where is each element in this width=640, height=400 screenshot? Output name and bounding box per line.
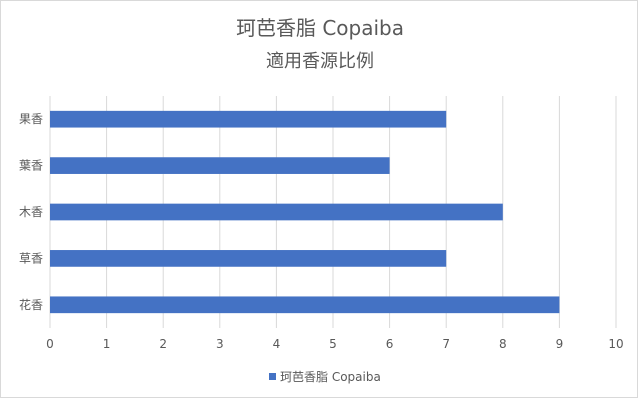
bar[interactable] [50,157,390,174]
category-label: 果香 [19,112,43,126]
legend-label: 珂芭香脂 Copaiba [280,369,381,384]
bar[interactable] [50,250,447,267]
bars [50,110,560,314]
x-tick-label: 1 [103,337,111,351]
category-label: 草香 [19,251,43,265]
chart-title: 珂芭香脂 Copaiba [236,16,404,40]
bar[interactable] [50,296,560,314]
x-tick-label: 6 [386,337,394,351]
x-tick-label: 2 [159,337,167,351]
x-tick-label: 7 [442,337,450,351]
category-label: 葉香 [19,159,43,173]
x-tick-label: 5 [329,337,337,351]
x-tick-label: 0 [46,337,54,351]
x-tick-label: 3 [216,337,224,351]
chart-subtitle: 適用香源比例 [266,51,374,72]
category-label: 花香 [19,297,43,312]
x-tick-labels: 0 1 2 3 4 5 6 7 8 9 10 [46,337,623,351]
x-tick-label: 4 [273,337,281,351]
legend[interactable]: 珂芭香脂 Copaiba [269,369,381,384]
category-label: 木香 [19,205,43,219]
legend-swatch [269,373,276,380]
x-tick-label: 10 [608,337,623,351]
bar[interactable] [50,110,447,128]
bar[interactable] [50,203,503,221]
x-tick-label: 8 [499,337,507,351]
x-tick-label: 9 [556,337,564,351]
